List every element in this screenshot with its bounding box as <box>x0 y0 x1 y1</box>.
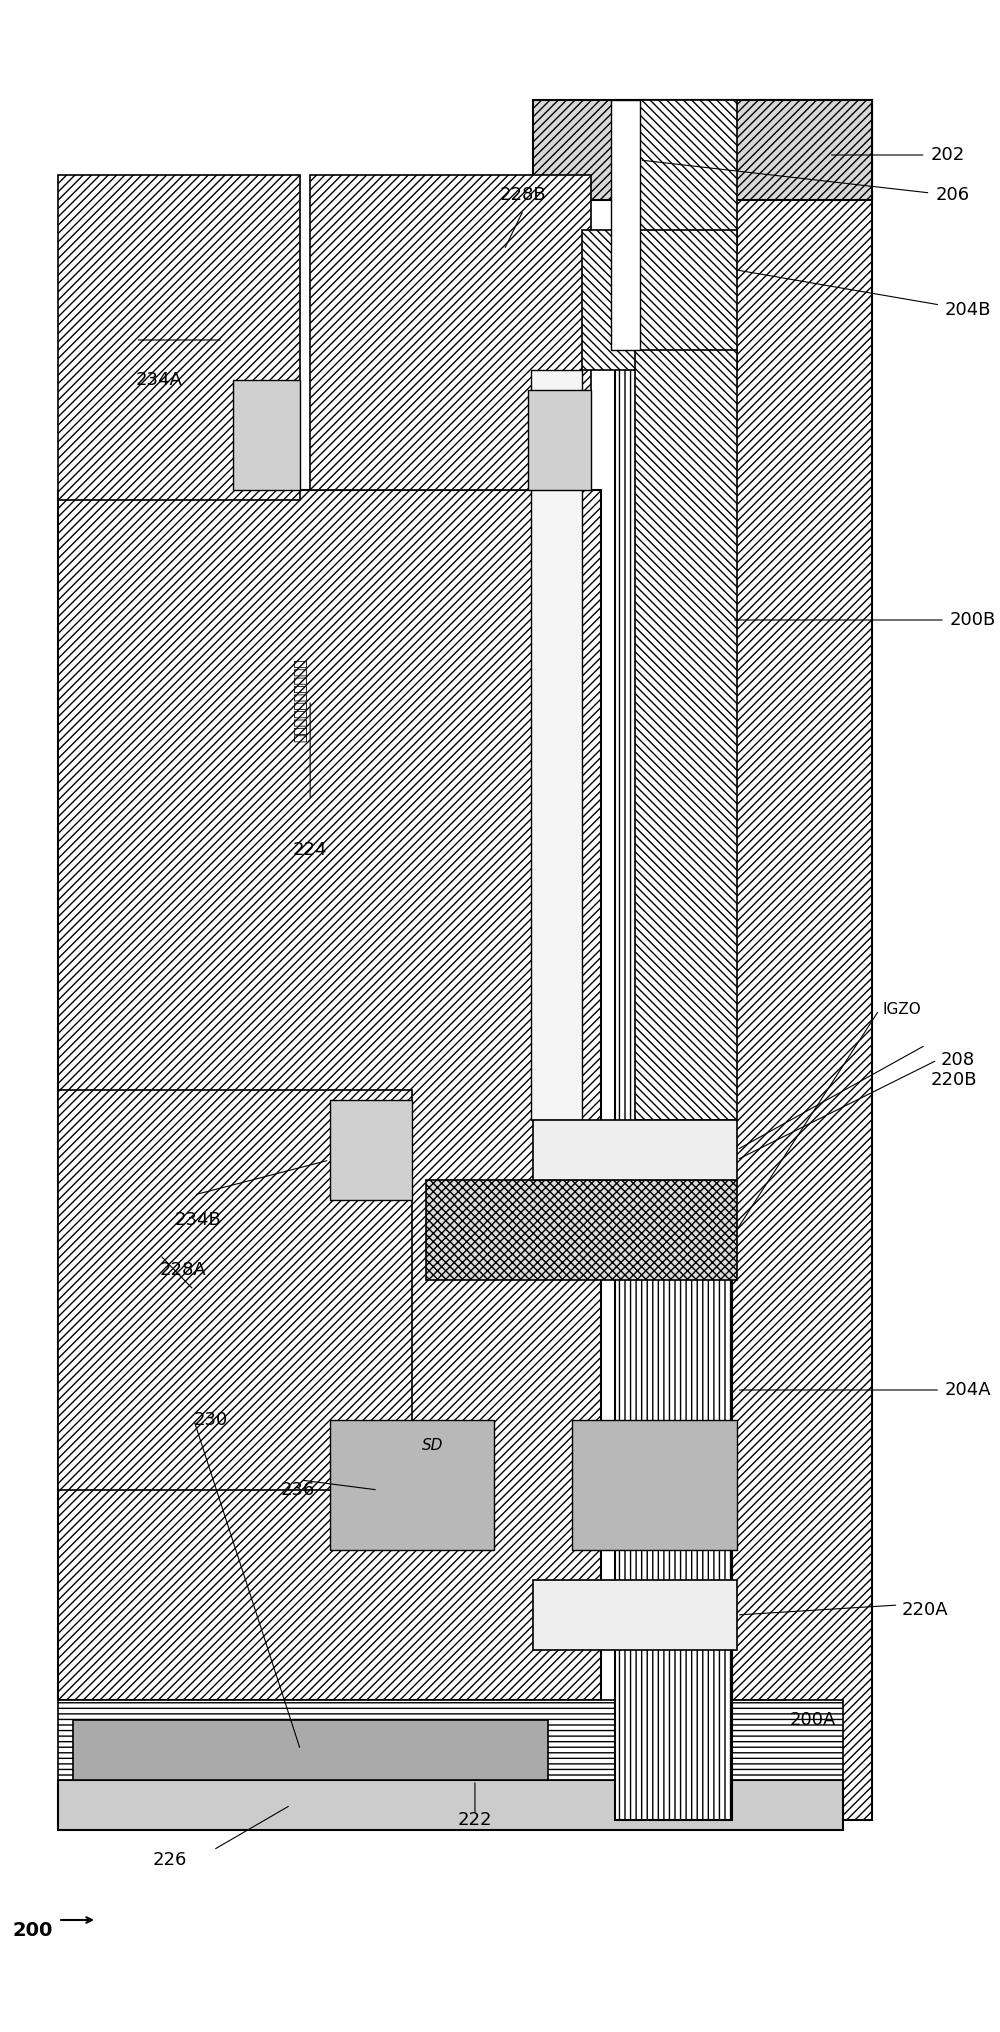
Bar <box>531 370 582 1120</box>
Text: 236: 236 <box>281 1481 315 1500</box>
Text: 230: 230 <box>194 1410 228 1428</box>
Bar <box>635 100 737 250</box>
Text: 206: 206 <box>935 187 969 203</box>
Text: 234A: 234A <box>136 372 183 388</box>
Bar <box>58 1089 412 1489</box>
Text: 200: 200 <box>13 1920 53 1939</box>
Text: 226: 226 <box>152 1851 187 1869</box>
Text: 220A: 220A <box>901 1601 948 1620</box>
Bar <box>58 1701 843 1780</box>
Bar <box>615 100 732 1821</box>
Text: 200A: 200A <box>790 1711 836 1729</box>
Bar <box>732 100 872 1821</box>
Text: 220B: 220B <box>930 1071 977 1089</box>
Text: 222: 222 <box>458 1811 492 1829</box>
Text: 224: 224 <box>293 841 327 860</box>
Bar <box>58 175 300 500</box>
Bar <box>533 100 872 199</box>
Bar <box>73 1719 548 1780</box>
Text: 228B: 228B <box>500 187 547 203</box>
Bar <box>58 490 601 1701</box>
Bar <box>582 230 737 370</box>
Bar <box>635 350 737 1120</box>
Bar <box>611 100 640 350</box>
Text: 208: 208 <box>940 1051 974 1069</box>
Bar <box>572 1420 737 1550</box>
Text: SD: SD <box>422 1437 443 1453</box>
Bar <box>310 175 591 490</box>
Text: 204B: 204B <box>945 301 992 319</box>
Bar <box>528 390 591 490</box>
Bar <box>533 1120 737 1181</box>
Bar <box>330 1099 412 1201</box>
Text: 接触孔蚀刻之后的底切: 接触孔蚀刻之后的底切 <box>293 658 307 742</box>
Text: 200B: 200B <box>950 612 996 630</box>
Text: 234B: 234B <box>174 1211 221 1229</box>
Text: 228A: 228A <box>160 1262 207 1278</box>
Bar <box>533 1581 737 1650</box>
Text: 204A: 204A <box>945 1382 992 1398</box>
Bar <box>330 1420 494 1550</box>
Bar <box>58 1780 843 1831</box>
Bar <box>426 1181 737 1280</box>
Text: IGZO: IGZO <box>882 1002 921 1018</box>
Bar <box>233 380 300 490</box>
Text: 202: 202 <box>930 146 965 165</box>
